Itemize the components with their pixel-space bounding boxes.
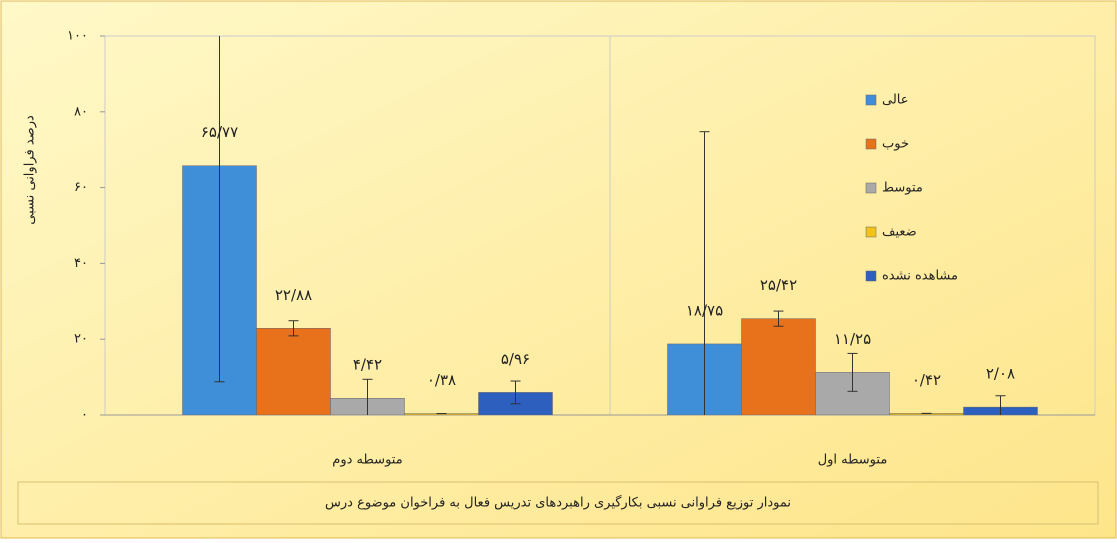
bar (741, 318, 816, 415)
y-tick-label: ۶۰ (74, 180, 88, 195)
y-tick-label: ۲۰ (74, 332, 88, 347)
data-label: ۱۸/۷۵ (686, 301, 723, 319)
legend-label: عالی (882, 93, 909, 108)
legend-label: خوب (882, 137, 909, 152)
legend-label: مشاهده نشده (882, 269, 958, 284)
legend-swatch (865, 226, 877, 238)
y-tick-label: ۰ (81, 408, 88, 423)
y-tick-label: ۱۰۰ (67, 29, 88, 44)
chart-title: نمودار توزیع فراوانی نسبی بکارگیری راهبر… (325, 495, 791, 511)
data-label: ۰/۳۸ (427, 371, 456, 389)
title-box (17, 481, 1099, 525)
data-label: ۶۵/۷۷ (201, 123, 238, 141)
x-tick-label: متوسطه دوم (332, 453, 402, 468)
legend-swatch (865, 182, 877, 194)
data-label: ۴/۴۲ (353, 356, 382, 374)
x-tick-label: متوسطه اول (818, 453, 888, 468)
data-label: ۲/۰۸ (986, 365, 1015, 383)
legend-swatch (865, 270, 877, 282)
y-axis-title: درصد فراوانی نسبی (23, 115, 38, 225)
data-label: ۲۵/۴۲ (760, 276, 797, 294)
bars (182, 36, 1038, 415)
legend-label: متوسط (882, 181, 923, 196)
y-tick-label: ۴۰ (74, 256, 88, 271)
bar (256, 328, 331, 415)
y-tick-label: ۸۰ (74, 104, 88, 119)
data-label: ۵/۹۶ (501, 350, 530, 368)
data-label: ۱۱/۲۵ (834, 330, 871, 348)
data-label: ۰/۴۲ (912, 371, 941, 389)
legend-swatch (865, 138, 877, 150)
data-label: ۲۲/۸۸ (275, 286, 312, 304)
legend-label: ضعیف (882, 225, 917, 240)
legend-swatch (865, 94, 877, 106)
